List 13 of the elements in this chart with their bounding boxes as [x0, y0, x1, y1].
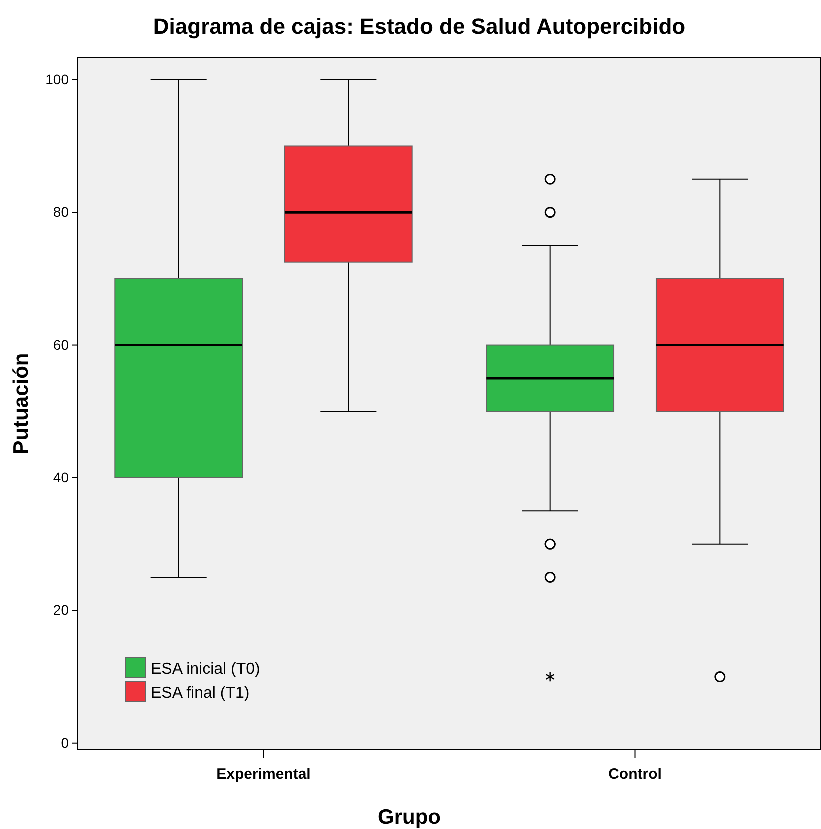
y-tick-label: 40 — [53, 469, 70, 486]
y-tick-label: 60 — [53, 336, 70, 353]
chart-title: Diagrama de cajas: Estado de Salud Autopercibido — [153, 14, 686, 39]
y-tick-label: 80 — [53, 204, 70, 220]
legend-label: ESA inicial (T0) — [151, 661, 260, 678]
y-axis-title: Putuación — [10, 353, 33, 455]
x-axis-title: Grupo — [378, 806, 441, 829]
x-tick-label: Experimental — [216, 766, 311, 783]
y-tick-label: 100 — [46, 71, 70, 88]
legend-label: ESA final (T1) — [151, 685, 250, 702]
x-tick-label: Control — [608, 766, 662, 783]
y-tick-label: 0 — [61, 734, 70, 751]
y-tick-label: 20 — [53, 602, 70, 618]
